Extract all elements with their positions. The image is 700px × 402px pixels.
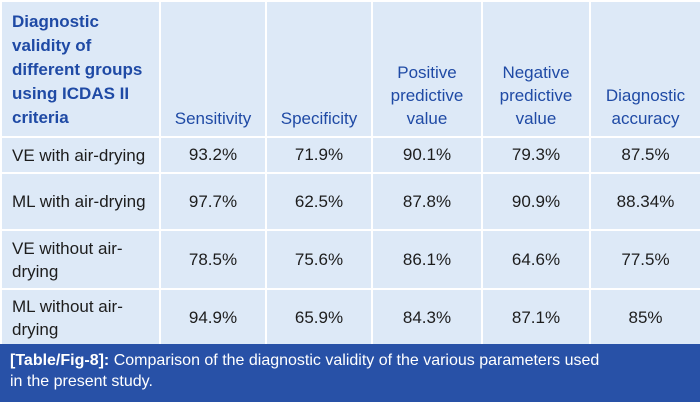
- diagnostic-validity-table: Diagnostic validity of different groups …: [0, 0, 700, 348]
- npv-cell: 64.6%: [481, 229, 591, 290]
- header-sensitivity: Sensitivity: [159, 0, 267, 138]
- sensitivity-cell: 93.2%: [159, 136, 267, 174]
- sensitivity-cell: 78.5%: [159, 229, 267, 290]
- row-label: ML with air-drying: [0, 172, 161, 231]
- caption-label: [Table/Fig-8]:: [10, 352, 110, 369]
- header-specificity: Specificity: [265, 0, 373, 138]
- specificity-cell: 65.9%: [265, 288, 373, 348]
- ppv-cell: 86.1%: [371, 229, 483, 290]
- row-label: VE without air- drying: [0, 229, 161, 290]
- accuracy-cell: 85%: [589, 288, 700, 348]
- table-caption: [Table/Fig-8]: Comparison of the diagnos…: [0, 344, 700, 402]
- header-diagnostic-accuracy: Diagnostic accuracy: [589, 0, 700, 138]
- table-row: ML without air- drying 94.9% 65.9% 84.3%…: [0, 288, 700, 348]
- accuracy-cell: 88.34%: [589, 172, 700, 231]
- ppv-cell: 90.1%: [371, 136, 483, 174]
- caption-text-line-2: in the present study.: [10, 373, 153, 390]
- header-group-label: Diagnostic validity of different groups …: [0, 0, 161, 138]
- accuracy-cell: 77.5%: [589, 229, 700, 290]
- npv-cell: 90.9%: [481, 172, 591, 231]
- row-label: ML without air- drying: [0, 288, 161, 348]
- sensitivity-cell: 94.9%: [159, 288, 267, 348]
- specificity-cell: 71.9%: [265, 136, 373, 174]
- specificity-cell: 75.6%: [265, 229, 373, 290]
- header-positive-predictive-value: Positive predictive value: [371, 0, 483, 138]
- npv-cell: 87.1%: [481, 288, 591, 348]
- ppv-cell: 84.3%: [371, 288, 483, 348]
- specificity-cell: 62.5%: [265, 172, 373, 231]
- header-negative-predictive-value: Negative predictive value: [481, 0, 591, 138]
- sensitivity-cell: 97.7%: [159, 172, 267, 231]
- header-row: Diagnostic validity of different groups …: [0, 0, 700, 138]
- ppv-cell: 87.8%: [371, 172, 483, 231]
- table-row: VE with air-drying 93.2% 71.9% 90.1% 79.…: [0, 136, 700, 174]
- npv-cell: 79.3%: [481, 136, 591, 174]
- row-label: VE with air-drying: [0, 136, 161, 174]
- table-row: VE without air- drying 78.5% 75.6% 86.1%…: [0, 229, 700, 290]
- accuracy-cell: 87.5%: [589, 136, 700, 174]
- table-row: ML with air-drying 97.7% 62.5% 87.8% 90.…: [0, 172, 700, 231]
- caption-text-line-1: Comparison of the diagnostic validity of…: [113, 352, 600, 369]
